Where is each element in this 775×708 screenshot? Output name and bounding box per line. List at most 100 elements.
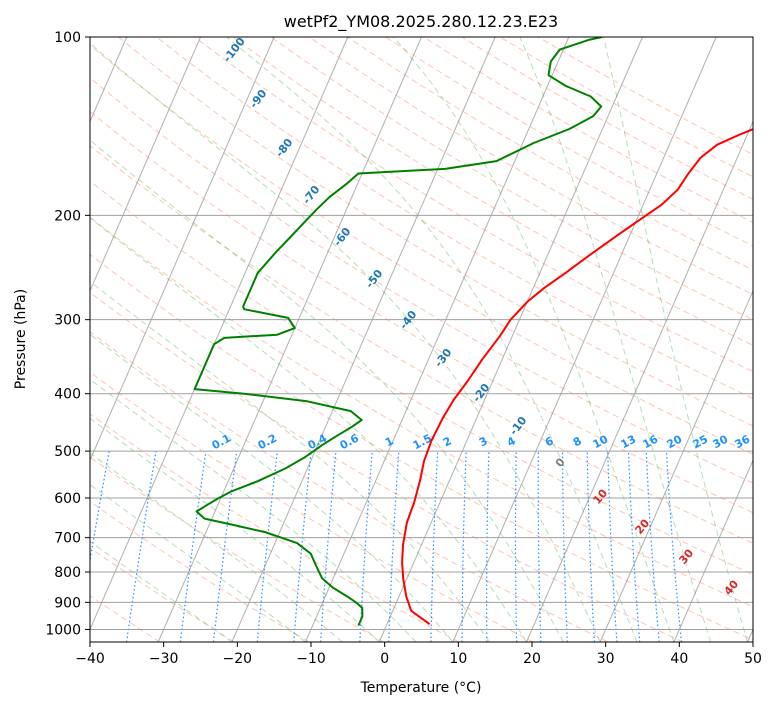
moist-adiabat-line (90, 417, 380, 642)
temperature-profile-line (401, 128, 753, 626)
dry-adiabat-line (270, 37, 753, 321)
dry-adiabat-line (347, 37, 753, 271)
mixing-ratio-label: 20 (665, 432, 685, 451)
mixing-ratio-label: 0.1 (210, 432, 233, 453)
isotherm-line (305, 37, 570, 642)
mixing-ratio-line (320, 451, 337, 642)
mixing-ratio-line (256, 451, 278, 642)
moist-adiabat-line (392, 37, 675, 642)
sounding-profiles (193, 37, 753, 626)
isotherm-line (90, 37, 201, 293)
y-tick-label: 500 (54, 444, 81, 460)
moist-adiabat-line (90, 139, 564, 642)
moist-adiabat-label: 40 (721, 577, 741, 597)
isotherm-line (526, 120, 753, 642)
plot-frame (89, 36, 754, 643)
x-tick-label: 20 (523, 651, 541, 667)
mixing-ratio-label: 25 (691, 433, 711, 452)
isotherm-line (231, 37, 496, 642)
mixing-ratio-line (514, 451, 518, 642)
dewpoint-profile-line (193, 37, 603, 626)
dry-adiabat-line (90, 180, 753, 576)
axes: −40 −30 −20 −10 0 10 20 30 40 5010020030040050060… (45, 30, 762, 667)
y-tick-label: 300 (54, 313, 81, 329)
mixing-ratio-line (212, 451, 238, 642)
isopleth-labels: -100-90-80-70-60-50-40-30-20-100.1 0.2 0.4… (210, 35, 753, 598)
dry-adiabat-line (90, 145, 753, 544)
x-tick-label: 50 (744, 651, 762, 667)
moist-adiabat-line (603, 37, 748, 642)
dry-adiabat-line (90, 547, 235, 642)
isotherm-line (599, 289, 753, 642)
mixing-ratio-label: 0.2 (256, 432, 279, 453)
x-tick-label: 30 (597, 651, 615, 667)
pressure-gridlines (90, 37, 753, 630)
y-tick-label: 100 (54, 30, 81, 46)
mixing-ratio-line (586, 451, 595, 642)
y-tick-label: 800 (54, 565, 81, 581)
mixing-ratio-line (179, 451, 207, 642)
y-tick-label: 1000 (45, 622, 81, 638)
moist-adiabat-line (90, 452, 343, 642)
moist-adiabat-line (90, 378, 417, 642)
moist-adiabat-line (90, 483, 306, 642)
dry-adiabat-line (308, 37, 753, 296)
x-tick-label: −30 (149, 651, 179, 667)
mixing-ratio-label: 2 (441, 434, 454, 449)
y-tick-label: 200 (54, 208, 81, 224)
dry-adiabat-line (156, 37, 753, 399)
isotherm-line (90, 37, 349, 631)
dry-adiabat-label: -80 (273, 136, 296, 160)
x-tick-label: 40 (670, 651, 688, 667)
x-tick-label: 0 (380, 651, 389, 667)
mixing-ratio-label: 1 (383, 434, 396, 449)
dry-adiabat-line (90, 413, 459, 642)
x-axis-title: Temperature (°C) (360, 680, 482, 696)
dry-adiabat-label: -50 (363, 267, 386, 291)
dry-adiabat-line (118, 37, 753, 427)
mixing-ratio-line (645, 451, 660, 642)
dry-adiabat-line (90, 44, 753, 455)
isotherm-line (747, 628, 753, 642)
dry-adiabat-label: -60 (331, 225, 354, 249)
moist-adiabat-line (90, 333, 454, 642)
dry-adiabat-label: -70 (300, 183, 323, 207)
mixing-ratio-line (627, 451, 641, 642)
y-tick-label: 700 (54, 531, 81, 547)
moist-adiabat-label: 20 (632, 516, 652, 536)
dry-adiabat-line (90, 501, 310, 642)
dry-adiabat-line (499, 37, 753, 178)
moist-adiabat-label: 30 (676, 546, 696, 566)
dry-adiabat-line (90, 77, 753, 484)
x-tick-label: −40 (75, 651, 105, 667)
dry-adiabat-line (90, 253, 753, 641)
dry-adiabat-line (90, 216, 753, 608)
mixing-ratio-line (293, 451, 312, 642)
moist-adiabat-line (90, 42, 601, 642)
mixing-ratio-label: 16 (641, 432, 661, 451)
dry-adiabat-line (461, 37, 753, 200)
mixing-ratio-line (486, 451, 490, 642)
y-tick-label: 900 (54, 595, 81, 611)
dry-adiabat-label: -100 (221, 35, 248, 65)
mixing-ratio-line (665, 451, 683, 642)
isotherm-line (157, 37, 422, 642)
dry-adiabat-line (90, 331, 609, 642)
chart-title: wetPf2_YM08.2025.280.12.23.E23 (284, 12, 558, 32)
y-tick-label: 400 (54, 387, 81, 403)
mixing-ratio-label: 10 (591, 432, 611, 451)
y-tick-label: 600 (54, 491, 81, 507)
moist-adiabat-line (90, 217, 527, 642)
x-tick-label: −20 (223, 651, 253, 667)
dry-adiabat-line (232, 37, 753, 346)
isotherm-line (673, 458, 753, 642)
isotherm-line (90, 37, 275, 462)
mixing-ratio-label: 0.6 (338, 431, 362, 452)
mixing-ratio-line (90, 450, 110, 564)
dry-adiabat-label: -30 (432, 346, 455, 370)
isotherm-line (452, 37, 717, 642)
mixing-ratio-label: 8 (571, 434, 584, 449)
moist-adiabat-label: 10 (590, 486, 610, 506)
moist-adiabat-line (90, 540, 233, 642)
